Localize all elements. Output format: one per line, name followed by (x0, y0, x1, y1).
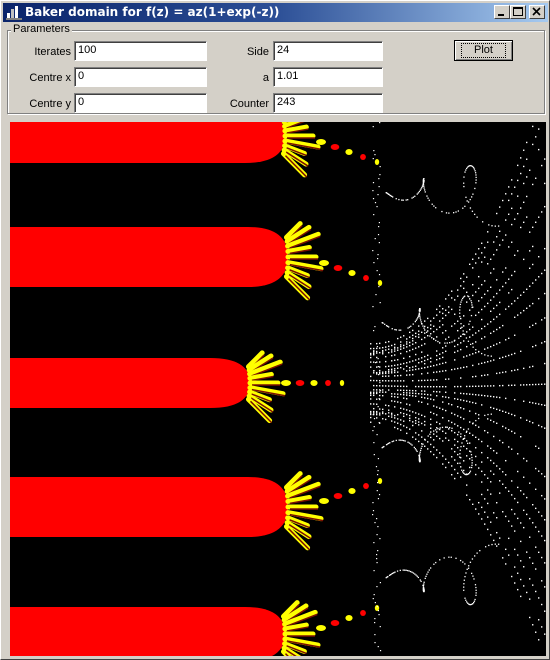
counter-label: Counter (229, 98, 269, 110)
plot-button[interactable]: Plot (454, 40, 513, 61)
close-icon (532, 7, 541, 16)
side-label: Side (246, 46, 269, 58)
side-field[interactable]: 24 (273, 41, 383, 61)
iterates-field[interactable]: 100 (74, 41, 207, 61)
fractal-plot-image (10, 102, 546, 660)
iterates-label: Iterates (34, 46, 71, 58)
centre-y-field[interactable]: 0 (74, 93, 207, 113)
window-title: Baker domain for f(z) = az(1+exp(-z)) (25, 5, 280, 19)
app-icon (6, 6, 22, 20)
maximize-button[interactable] (510, 5, 526, 19)
a-field[interactable]: 1.01 (273, 67, 383, 87)
close-button[interactable] (529, 5, 545, 19)
parameters-group (7, 30, 545, 114)
centre-y-label: Centre y (29, 98, 71, 110)
title-bar[interactable]: Baker domain for f(z) = az(1+exp(-z)) (3, 3, 548, 22)
counter-field[interactable]: 243 (273, 93, 383, 113)
a-label: a (262, 72, 269, 84)
maximize-icon (513, 7, 523, 16)
minimize-button[interactable] (494, 5, 510, 19)
centre-x-label: Centre x (29, 72, 71, 84)
minimize-icon (498, 14, 504, 16)
centre-x-field[interactable]: 0 (74, 67, 207, 87)
fractal-plot-area[interactable] (10, 102, 546, 660)
plot-button-label: Plot (461, 43, 506, 58)
parameters-group-label: Parameters (11, 23, 72, 35)
